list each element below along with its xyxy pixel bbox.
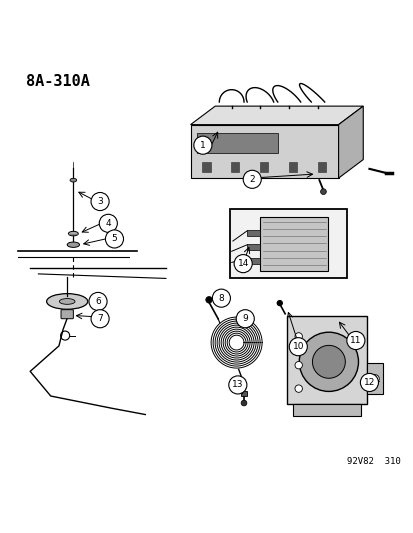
Circle shape [91,310,109,328]
FancyBboxPatch shape [229,209,346,278]
Ellipse shape [68,231,78,236]
Circle shape [242,170,261,188]
FancyBboxPatch shape [247,230,259,237]
Circle shape [236,310,254,328]
Text: 2: 2 [249,175,254,184]
FancyBboxPatch shape [317,161,325,172]
Text: 4: 4 [105,219,111,228]
Circle shape [89,293,107,311]
FancyBboxPatch shape [247,258,259,264]
Circle shape [240,400,246,406]
Circle shape [91,192,109,211]
FancyBboxPatch shape [61,310,73,319]
Circle shape [370,375,378,383]
Ellipse shape [59,298,75,304]
Circle shape [193,136,211,154]
Circle shape [359,374,377,392]
Text: 11: 11 [349,336,361,345]
Text: 13: 13 [232,381,243,390]
Circle shape [299,332,358,391]
FancyBboxPatch shape [190,125,338,178]
Text: 92V82  310: 92V82 310 [346,457,399,466]
Polygon shape [293,404,360,416]
FancyBboxPatch shape [260,217,328,271]
Polygon shape [366,363,382,394]
Text: 8A-310A: 8A-310A [26,74,90,89]
Ellipse shape [67,242,79,247]
FancyBboxPatch shape [288,161,297,172]
Text: 1: 1 [199,141,205,150]
Text: 12: 12 [363,378,374,387]
Polygon shape [190,106,362,125]
Circle shape [294,361,301,369]
Circle shape [294,333,301,340]
Circle shape [228,376,246,394]
Circle shape [105,230,123,248]
Circle shape [320,189,325,195]
Circle shape [312,345,344,378]
Text: 5: 5 [112,235,117,244]
FancyBboxPatch shape [202,161,210,172]
Circle shape [294,385,301,392]
Circle shape [346,332,364,350]
Text: 7: 7 [97,314,103,323]
Text: 6: 6 [95,297,101,306]
Text: 9: 9 [242,314,247,323]
Circle shape [234,255,252,273]
Circle shape [277,301,282,305]
Ellipse shape [70,179,76,182]
Text: 14: 14 [237,259,248,268]
Circle shape [212,289,230,307]
Text: 10: 10 [292,342,303,351]
FancyBboxPatch shape [231,161,239,172]
Circle shape [205,296,212,303]
Text: 3: 3 [97,197,103,206]
FancyBboxPatch shape [240,391,247,396]
Ellipse shape [47,294,88,309]
FancyBboxPatch shape [287,316,366,404]
FancyBboxPatch shape [196,133,278,152]
Circle shape [289,337,306,356]
Circle shape [99,214,117,232]
FancyBboxPatch shape [247,244,259,251]
Polygon shape [338,106,362,178]
FancyBboxPatch shape [259,161,268,172]
Text: 8: 8 [218,294,224,303]
